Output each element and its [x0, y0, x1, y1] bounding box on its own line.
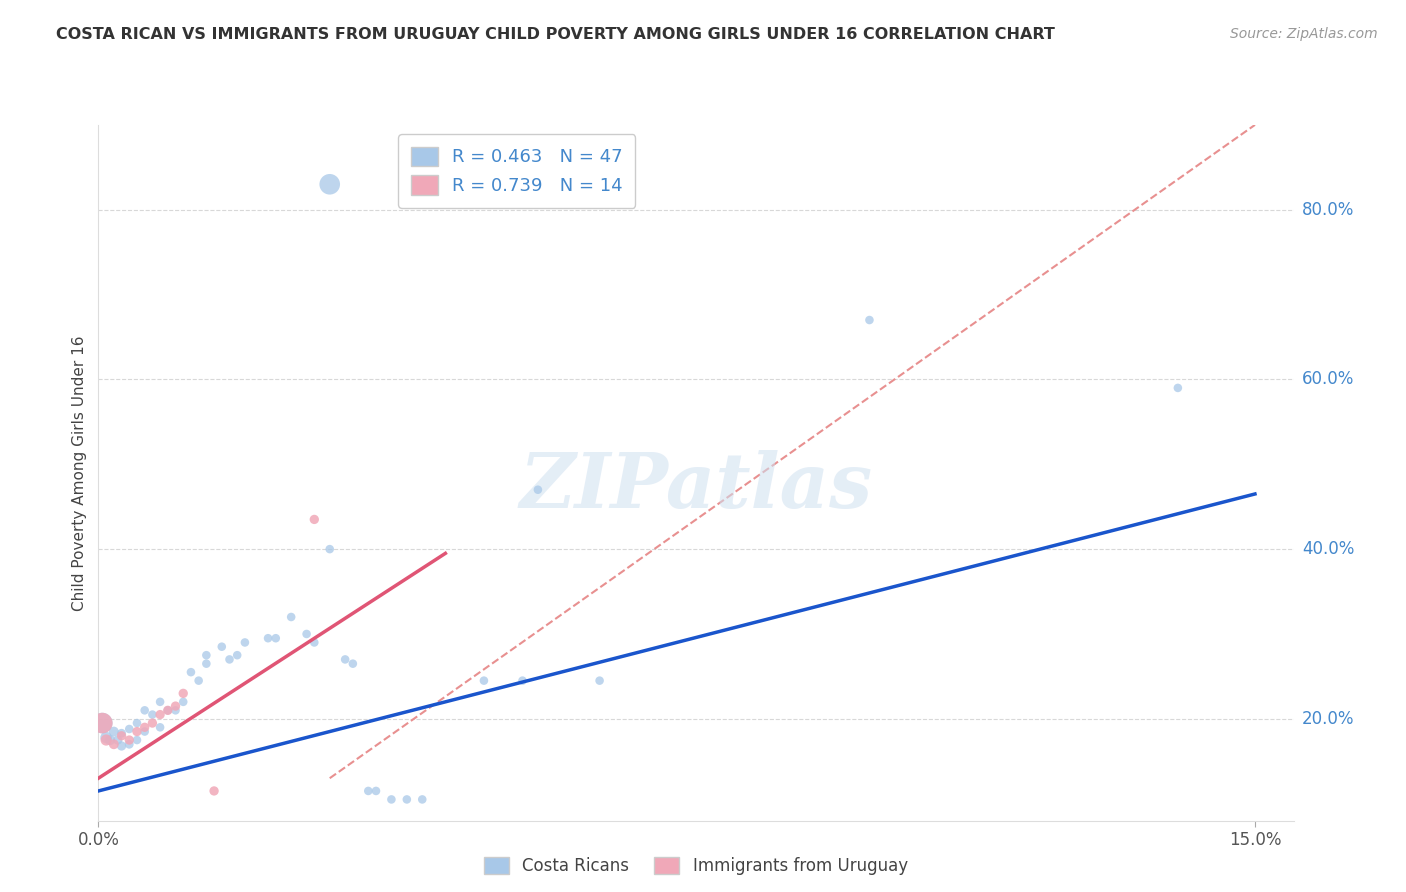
Point — [264, 631, 287, 645]
Point — [218, 652, 240, 666]
Point — [110, 729, 132, 743]
Point — [141, 707, 163, 722]
Point — [134, 720, 156, 734]
Point — [319, 178, 342, 192]
Point — [141, 716, 163, 731]
Point — [172, 686, 194, 700]
Point — [125, 733, 148, 747]
Point — [94, 731, 117, 745]
Point — [156, 703, 179, 717]
Point — [172, 695, 194, 709]
Point — [103, 737, 125, 751]
Point — [118, 722, 141, 736]
Text: 80.0%: 80.0% — [1302, 201, 1354, 219]
Point — [125, 716, 148, 731]
Point — [149, 707, 172, 722]
Point — [195, 657, 218, 671]
Point — [512, 673, 534, 688]
Point — [118, 733, 141, 747]
Point — [91, 716, 114, 731]
Point — [380, 792, 402, 806]
Point — [107, 733, 129, 747]
Point — [304, 635, 326, 649]
Point — [165, 699, 187, 714]
Point — [180, 665, 202, 680]
Text: Source: ZipAtlas.com: Source: ZipAtlas.com — [1230, 27, 1378, 41]
Point — [226, 648, 249, 663]
Point — [91, 716, 114, 731]
Point — [257, 631, 280, 645]
Point — [395, 792, 418, 806]
Point — [295, 627, 318, 641]
Point — [1167, 381, 1189, 395]
Point — [342, 657, 364, 671]
Text: ZIPatlas: ZIPatlas — [519, 450, 873, 524]
Legend: Costa Ricans, Immigrants from Uruguay: Costa Ricans, Immigrants from Uruguay — [478, 850, 914, 882]
Point — [118, 737, 141, 751]
Text: COSTA RICAN VS IMMIGRANTS FROM URUGUAY CHILD POVERTY AMONG GIRLS UNDER 16 CORREL: COSTA RICAN VS IMMIGRANTS FROM URUGUAY C… — [56, 27, 1054, 42]
Point — [233, 635, 256, 649]
Point — [319, 542, 342, 557]
Point — [134, 703, 156, 717]
Point — [357, 784, 380, 798]
Point — [333, 652, 356, 666]
Point — [98, 733, 121, 747]
Point — [858, 313, 880, 327]
Point — [149, 720, 172, 734]
Point — [588, 673, 610, 688]
Point — [110, 739, 132, 753]
Point — [165, 703, 187, 717]
Point — [156, 703, 179, 717]
Point — [364, 784, 387, 798]
Point — [411, 792, 433, 806]
Text: 40.0%: 40.0% — [1302, 541, 1354, 558]
Point — [195, 648, 218, 663]
Point — [103, 724, 125, 739]
Point — [472, 673, 495, 688]
Point — [202, 784, 225, 798]
Point — [280, 610, 302, 624]
Point — [149, 695, 172, 709]
Point — [211, 640, 233, 654]
Point — [134, 724, 156, 739]
Text: 20.0%: 20.0% — [1302, 710, 1354, 728]
Point — [527, 483, 550, 497]
Point — [110, 726, 132, 740]
Point — [187, 673, 209, 688]
Point — [94, 733, 117, 747]
Text: 60.0%: 60.0% — [1302, 370, 1354, 388]
Y-axis label: Child Poverty Among Girls Under 16: Child Poverty Among Girls Under 16 — [72, 335, 87, 610]
Point — [304, 512, 326, 526]
Point — [125, 724, 148, 739]
